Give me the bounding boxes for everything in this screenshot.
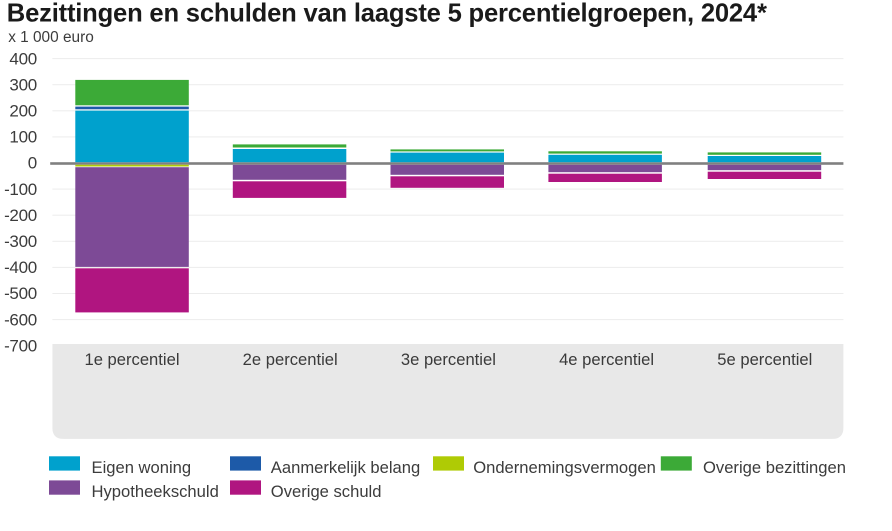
svg-text:5e percentiel: 5e percentiel xyxy=(717,350,812,369)
svg-text:-300: -300 xyxy=(4,232,37,251)
svg-text:3e percentiel: 3e percentiel xyxy=(401,350,496,369)
svg-text:Overige bezittingen: Overige bezittingen xyxy=(703,458,846,477)
svg-text:400: 400 xyxy=(9,49,36,68)
svg-text:Aanmerkelijk belang: Aanmerkelijk belang xyxy=(271,458,420,477)
svg-text:-100: -100 xyxy=(4,180,37,199)
svg-text:1e percentiel: 1e percentiel xyxy=(84,350,179,369)
svg-text:-400: -400 xyxy=(4,258,37,277)
svg-text:x 1 000 euro: x 1 000 euro xyxy=(8,29,94,46)
svg-text:-200: -200 xyxy=(4,206,37,225)
svg-text:2e percentiel: 2e percentiel xyxy=(243,350,338,369)
svg-text:0: 0 xyxy=(28,154,37,173)
svg-text:Ondernemingsvermogen: Ondernemingsvermogen xyxy=(473,458,656,477)
svg-text:200: 200 xyxy=(9,102,36,121)
svg-text:-700: -700 xyxy=(4,336,37,355)
svg-text:Bezittingen en schulden van la: Bezittingen en schulden van laagste 5 pe… xyxy=(7,0,767,28)
svg-text:-500: -500 xyxy=(4,284,37,303)
svg-text:Overige schuld: Overige schuld xyxy=(271,482,382,501)
svg-text:4e percentiel: 4e percentiel xyxy=(559,350,654,369)
svg-text:100: 100 xyxy=(9,128,36,147)
svg-text:300: 300 xyxy=(9,75,36,94)
svg-text:-600: -600 xyxy=(4,310,37,329)
svg-text:Hypotheekschuld: Hypotheekschuld xyxy=(92,482,219,501)
svg-text:Eigen woning: Eigen woning xyxy=(92,458,192,477)
